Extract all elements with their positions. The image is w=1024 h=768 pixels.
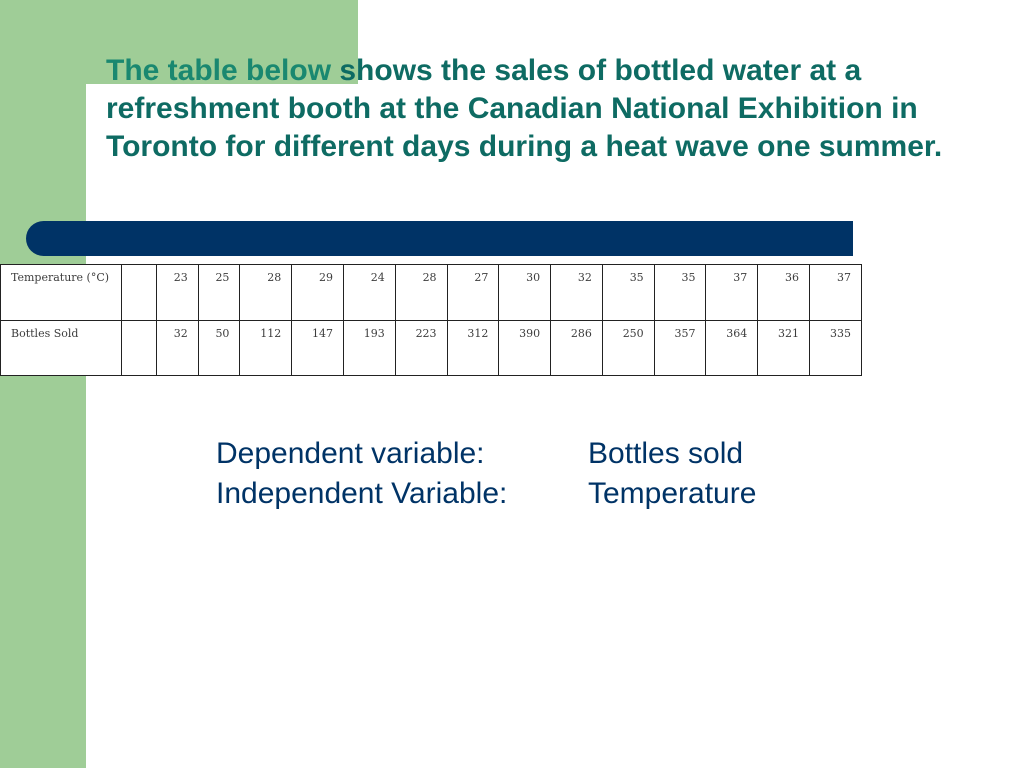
- data-table: Temperature (°C) 23 25 28 29 24 28 27 30…: [0, 264, 862, 376]
- slide-title-rest: shows the sales of bottled water at a re…: [106, 54, 943, 163]
- table-cell: 364: [705, 319, 759, 376]
- table-row-bottles-sold: Bottles Sold 32 50 112 147 193 223 312 3…: [0, 319, 862, 376]
- variables-block: Dependent variable: Bottles sold Indepen…: [216, 434, 756, 514]
- table-cell: 28: [239, 264, 293, 321]
- table-cell: 29: [291, 264, 344, 321]
- table-cell: 32: [550, 264, 603, 321]
- table-cell: 36: [757, 264, 811, 321]
- table-cell: 286: [550, 319, 603, 376]
- row-label: Temperature (°C): [0, 264, 122, 321]
- table-cell: 335: [809, 319, 862, 376]
- slide-title: The table below shows the sales of bottl…: [106, 52, 956, 166]
- table-cell: 193: [343, 319, 396, 376]
- slide-title-emphasis: The table below: [106, 54, 332, 87]
- independent-variable-row: Independent Variable: Temperature: [216, 474, 756, 514]
- table-cell: 28: [394, 264, 448, 321]
- table-cell: 37: [705, 264, 759, 321]
- table-row-temperature: Temperature (°C) 23 25 28 29 24 28 27 30…: [0, 264, 862, 321]
- table-cell: 35: [653, 264, 707, 321]
- row-label: Bottles Sold: [0, 319, 122, 376]
- dependent-variable-row: Dependent variable: Bottles sold: [216, 434, 756, 474]
- empty-cell: [121, 264, 157, 321]
- dependent-variable-label: Dependent variable:: [216, 437, 485, 470]
- table-cell: 357: [653, 319, 707, 376]
- decorative-green-header: [86, 0, 358, 84]
- table-cell: 50: [197, 319, 241, 376]
- table-cell: 312: [446, 319, 500, 376]
- dependent-variable-value: Bottles sold: [588, 437, 744, 470]
- table-cell: 27: [446, 264, 500, 321]
- table-cell: 112: [239, 319, 293, 376]
- table-cell: 35: [601, 264, 655, 321]
- table-cell: 23: [156, 264, 199, 321]
- empty-cell: [121, 319, 157, 376]
- table-cell: 147: [291, 319, 344, 376]
- table-cell: 30: [498, 264, 552, 321]
- decorative-blue-bar: [26, 221, 853, 256]
- table-cell: 390: [498, 319, 552, 376]
- table-cell: 250: [601, 319, 655, 376]
- independent-variable-value: Temperature: [588, 477, 757, 510]
- table-cell: 37: [809, 264, 862, 321]
- table-cell: 321: [757, 319, 811, 376]
- decorative-rounded-corner: [86, 84, 358, 204]
- table-cell: 24: [343, 264, 396, 321]
- table-cell: 25: [197, 264, 241, 321]
- independent-variable-label: Independent Variable:: [216, 477, 508, 510]
- table-cell: 223: [394, 319, 448, 376]
- table-cell: 32: [156, 319, 199, 376]
- decorative-green-strip: [0, 0, 86, 768]
